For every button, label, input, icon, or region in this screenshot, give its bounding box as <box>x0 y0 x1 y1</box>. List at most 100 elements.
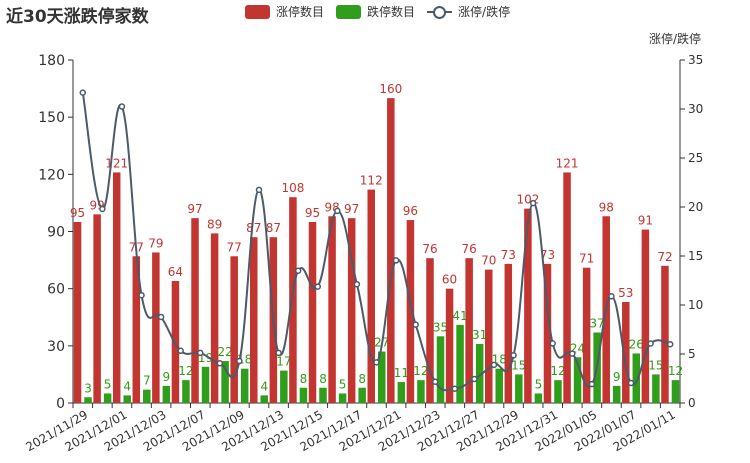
bar-limit-down <box>280 370 288 403</box>
bar-limit-up <box>347 218 356 403</box>
data-label-limit-down: 12 <box>413 364 428 378</box>
legend-item-limit-down[interactable]: 跌停数目 <box>336 3 415 20</box>
bar-limit-up <box>308 221 317 403</box>
y-tick-label-right: 15 <box>688 249 703 263</box>
legend-item-ratio[interactable]: 涨停/跌停 <box>427 3 510 20</box>
bar-limit-down <box>260 395 269 403</box>
data-label-limit-up: 76 <box>422 242 437 256</box>
ratio-line <box>81 92 671 392</box>
data-label-limit-down: 8 <box>358 372 366 386</box>
data-label-limit-down: 41 <box>452 309 467 323</box>
bar-limit-up <box>641 229 650 403</box>
data-label-limit-down: 9 <box>613 370 621 384</box>
ratio-point <box>549 340 556 347</box>
ratio-point <box>392 257 400 264</box>
ratio-point <box>255 186 263 194</box>
ratio-point <box>627 379 635 387</box>
y-tick-label-left: 90 <box>47 225 65 241</box>
data-label-limit-down: 3 <box>84 381 92 395</box>
data-label-limit-up: 91 <box>638 214 653 228</box>
data-label-limit-up: 160 <box>379 82 402 96</box>
data-label-limit-up: 64 <box>168 265 183 279</box>
data-label-limit-up: 60 <box>442 273 457 287</box>
bar-limit-up <box>524 208 532 403</box>
y-tick-label-right: 10 <box>688 298 703 312</box>
data-label-limit-up: 89 <box>207 217 222 231</box>
data-label-limit-down: 8 <box>300 372 308 386</box>
ratio-point <box>79 89 87 96</box>
y2-axis-name: 涨停/跌停 <box>648 32 701 46</box>
data-label-limit-down: 5 <box>104 377 112 391</box>
bar-limit-down <box>397 382 406 403</box>
y-tick-label-right: 0 <box>688 396 696 410</box>
ratio-point <box>510 352 517 359</box>
bar-limit-down <box>475 343 484 403</box>
bar-limit-up <box>445 288 454 403</box>
data-label-limit-up: 96 <box>403 204 418 218</box>
legend-label-ratio: 涨停/跌停 <box>458 5 511 19</box>
y-tick-label-left: 60 <box>47 282 65 298</box>
data-label-limit-up: 71 <box>579 252 594 266</box>
y-tick-label-left: 0 <box>56 396 65 412</box>
bar-limit-up <box>250 237 258 403</box>
y-tick-label-left: 30 <box>47 339 65 355</box>
ratio-point <box>99 205 106 213</box>
bar-limit-down <box>162 385 171 403</box>
bar-limit-down <box>299 387 308 403</box>
bar-limit-down <box>201 366 210 403</box>
ratio-point <box>118 103 126 110</box>
data-label-limit-down: 26 <box>629 337 644 351</box>
legend-item-limit-up[interactable]: 涨停数目 <box>245 3 324 20</box>
data-label-limit-down: 12 <box>178 364 193 378</box>
ratio-point <box>412 321 419 328</box>
ratio-point <box>275 349 282 357</box>
bar-limit-down <box>554 380 562 403</box>
ratio-point <box>647 340 654 347</box>
ratio-point <box>490 361 498 369</box>
bar-limit-up <box>73 221 82 403</box>
bar-limit-down <box>319 387 327 403</box>
data-label-limit-up: 121 <box>556 156 579 170</box>
data-label-limit-down: 17 <box>276 355 291 369</box>
data-label-limit-up: 73 <box>501 248 516 262</box>
data-label-limit-down: 8 <box>319 372 327 386</box>
ratio-point <box>294 267 302 274</box>
bar-limit-down <box>436 336 445 403</box>
data-label-limit-down: 4 <box>123 379 131 393</box>
y-tick-label-right: 30 <box>688 102 703 116</box>
bar-limit-down <box>123 395 131 403</box>
bar-limit-up <box>367 189 375 403</box>
bar-limit-down <box>671 380 680 403</box>
bar-limit-up <box>112 172 121 403</box>
data-label-limit-up: 87 <box>266 221 281 235</box>
bar-limit-up <box>230 256 238 403</box>
legend: 涨停数目 跌停数目 涨停/跌停 <box>245 3 522 20</box>
data-label-limit-down: 5 <box>339 377 347 391</box>
bar-limit-down <box>495 368 503 403</box>
data-label-limit-up: 97 <box>187 202 202 216</box>
data-label-limit-down: 7 <box>143 374 151 388</box>
bar-limit-down <box>515 374 523 403</box>
data-label-limit-up: 97 <box>344 202 359 216</box>
bar-limit-up <box>484 269 493 403</box>
bar-limit-up <box>622 302 630 403</box>
legend-line-icon <box>427 5 453 19</box>
data-label-limit-up: 95 <box>70 206 85 220</box>
bar-limit-down <box>456 324 464 403</box>
data-label-limit-down: 15 <box>511 358 526 372</box>
y-tick-label-left: 150 <box>38 110 65 126</box>
data-label-limit-down: 4 <box>260 379 268 393</box>
bar-limit-down <box>338 393 347 403</box>
ratio-point <box>666 340 674 348</box>
bar-limit-up <box>328 216 336 403</box>
data-label-limit-down: 22 <box>217 345 232 359</box>
bar-limit-down <box>573 357 582 403</box>
bar-limit-up <box>93 214 101 403</box>
data-label-limit-up: 70 <box>481 254 496 268</box>
ratio-point <box>157 313 165 321</box>
y-tick-label-left: 120 <box>38 167 65 183</box>
bar-limit-down <box>417 380 425 403</box>
ratio-point <box>197 349 204 357</box>
